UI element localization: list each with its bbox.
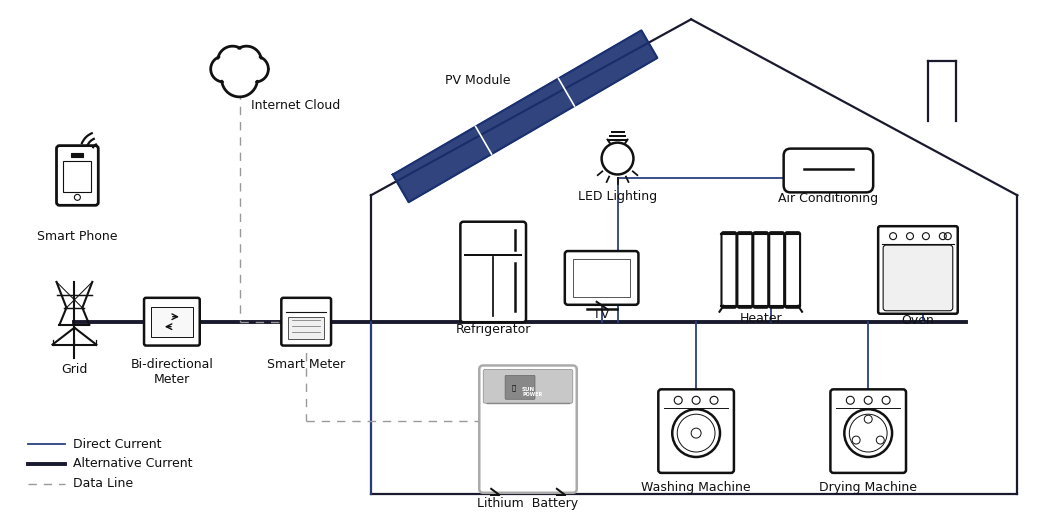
Text: Alternative Current: Alternative Current: [73, 457, 193, 470]
Bar: [288, 317, 324, 338]
Text: Refrigerator: Refrigerator: [456, 323, 531, 336]
Polygon shape: [392, 31, 657, 202]
FancyBboxPatch shape: [785, 232, 800, 308]
FancyBboxPatch shape: [144, 298, 199, 345]
FancyBboxPatch shape: [460, 222, 526, 322]
FancyBboxPatch shape: [565, 251, 638, 305]
FancyBboxPatch shape: [483, 370, 572, 403]
Circle shape: [231, 45, 262, 77]
Text: Direct Current: Direct Current: [73, 438, 162, 450]
Text: Drying Machine: Drying Machine: [819, 481, 917, 494]
FancyBboxPatch shape: [658, 389, 734, 473]
Circle shape: [222, 61, 258, 97]
Text: Heater: Heater: [740, 312, 782, 325]
Circle shape: [210, 55, 237, 82]
FancyBboxPatch shape: [738, 232, 753, 308]
FancyBboxPatch shape: [722, 232, 737, 308]
FancyBboxPatch shape: [56, 146, 99, 205]
FancyBboxPatch shape: [479, 365, 577, 493]
FancyBboxPatch shape: [883, 245, 953, 311]
Text: SUN: SUN: [522, 388, 535, 392]
FancyBboxPatch shape: [830, 389, 906, 473]
FancyBboxPatch shape: [783, 148, 873, 192]
Text: PV Module: PV Module: [445, 74, 511, 87]
FancyBboxPatch shape: [770, 232, 784, 308]
Text: 🔥: 🔥: [512, 384, 516, 391]
Circle shape: [217, 45, 248, 77]
FancyBboxPatch shape: [878, 226, 958, 314]
Text: Internet Cloud: Internet Cloud: [251, 99, 340, 112]
Text: Data Line: Data Line: [73, 477, 134, 491]
Text: Bi-directional
Meter: Bi-directional Meter: [130, 357, 213, 385]
Text: Grid: Grid: [61, 363, 88, 376]
Circle shape: [242, 55, 269, 82]
Text: POWER: POWER: [522, 392, 543, 397]
FancyBboxPatch shape: [754, 232, 768, 308]
Text: Smart Meter: Smart Meter: [267, 357, 346, 371]
Text: Smart Phone: Smart Phone: [37, 230, 118, 243]
Bar: [151, 307, 193, 337]
Text: TV: TV: [594, 308, 609, 321]
Bar: [572, 259, 631, 297]
Text: Washing Machine: Washing Machine: [641, 481, 750, 494]
FancyBboxPatch shape: [281, 298, 331, 345]
FancyBboxPatch shape: [506, 375, 535, 399]
Text: LED Lighting: LED Lighting: [578, 191, 657, 203]
Bar: [64, 161, 91, 192]
Text: Oven: Oven: [901, 314, 934, 327]
Text: Air Conditioning: Air Conditioning: [778, 192, 879, 205]
Bar: [71, 153, 84, 157]
Text: Lithium  Battery: Lithium Battery: [477, 497, 579, 510]
